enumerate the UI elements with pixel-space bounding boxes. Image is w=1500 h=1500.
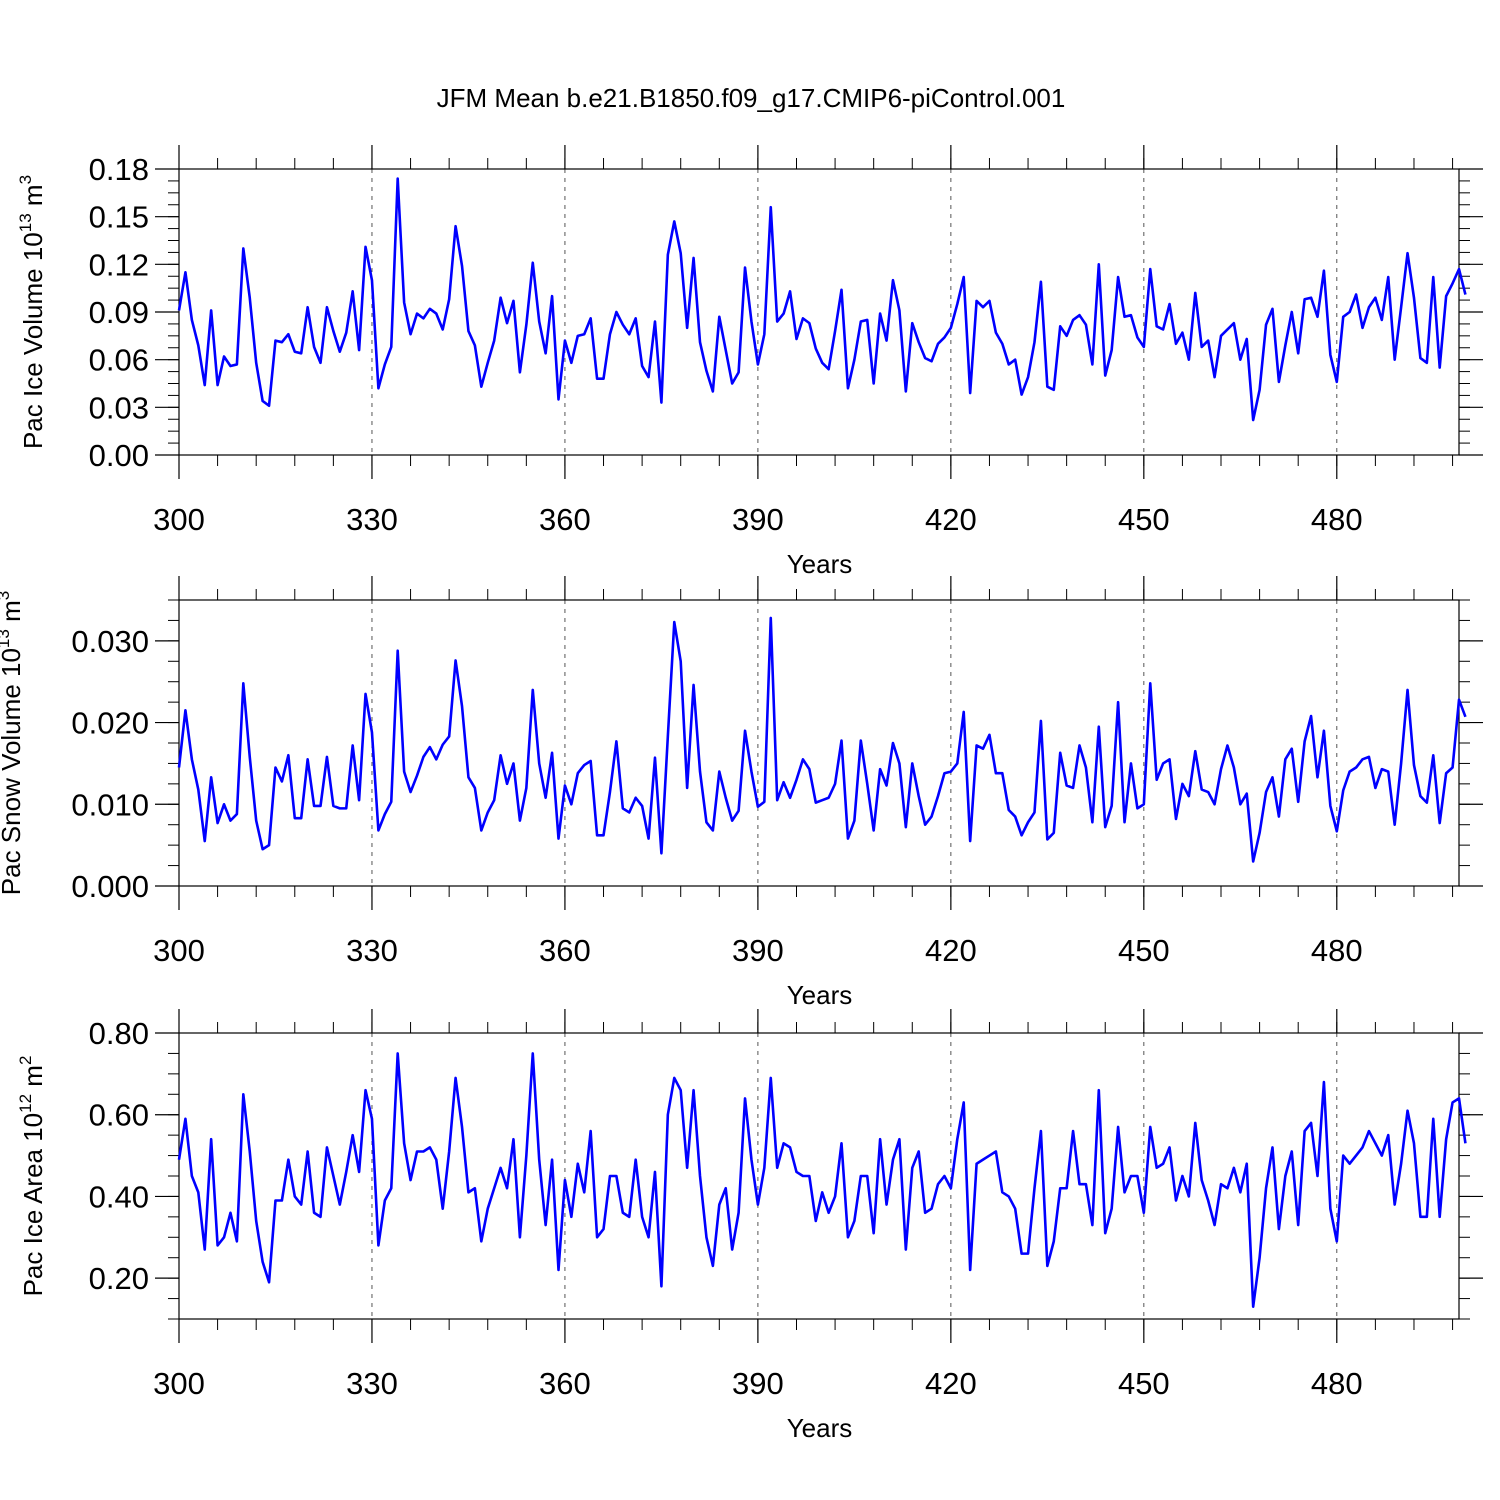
y-tick-label: 0.40	[89, 1179, 149, 1214]
x-tick-label: 360	[539, 502, 591, 537]
x-tick-label: 330	[346, 933, 398, 968]
x-tick-label: 360	[539, 1366, 591, 1401]
x-tick-label: 390	[732, 933, 784, 968]
y-tick-label: 0.000	[71, 869, 149, 904]
x-tick-label: 330	[346, 1366, 398, 1401]
y-axis-title: Pac Ice Volume 1013 m3	[16, 175, 48, 449]
x-tick-label: 450	[1118, 502, 1170, 537]
y-tick-label: 0.15	[89, 200, 149, 235]
y-tick-label: 0.09	[89, 295, 149, 330]
y-tick-label: 0.18	[89, 152, 149, 187]
x-tick-label: 480	[1311, 933, 1363, 968]
x-tick-label: 450	[1118, 1366, 1170, 1401]
chart-panel-ice-area: 0.20 0.40 0.60 0.80 300 330 360 390 420 450 480 Yea…	[16, 1009, 1483, 1443]
x-tick-label: 300	[153, 933, 205, 968]
x-tick-label: 480	[1311, 1366, 1363, 1401]
y-tick-label: 0.20	[89, 1261, 149, 1296]
panels: 0.00 0.03 0.06 0.09 0.12 0.15 0.18 300 330 360 390…	[0, 145, 1483, 1443]
x-axis-title: Years	[787, 549, 853, 579]
y-tick-label: 0.60	[89, 1098, 149, 1133]
x-tick-label: 420	[925, 1366, 977, 1401]
series-line-ice-area	[177, 1052, 1467, 1309]
y-axis-title: Pac Ice Area 1012 m2	[16, 1056, 48, 1297]
x-axis-title: Years	[787, 980, 853, 1010]
x-tick-label: 420	[925, 933, 977, 968]
x-tick-label: 480	[1311, 502, 1363, 537]
y-tick-label: 0.06	[89, 343, 149, 378]
y-tick-label: 0.03	[89, 390, 149, 425]
x-tick-label: 300	[153, 502, 205, 537]
x-tick-label: 330	[346, 502, 398, 537]
y-tick-label: 0.010	[71, 787, 149, 822]
chart-panel-snow-volume: 0.000 0.010 0.020 0.030 300 330 360 390 420 450 48…	[0, 576, 1483, 1010]
series-line-snow-volume	[177, 616, 1467, 863]
x-tick-label: 420	[925, 502, 977, 537]
y-axis-title: Pac Snow Volume 1013 m3	[0, 591, 26, 895]
x-tick-label: 390	[732, 502, 784, 537]
x-tick-label: 300	[153, 1366, 205, 1401]
y-tick-label: 0.030	[71, 624, 149, 659]
y-tick-label: 0.12	[89, 247, 149, 282]
series-line-ice-volume	[177, 177, 1467, 422]
y-tick-label: 0.020	[71, 706, 149, 741]
y-tick-label: 0.80	[89, 1016, 149, 1051]
figure-title: JFM Mean b.e21.B1850.f09_g17.CMIP6-piCon…	[437, 83, 1066, 113]
y-tick-label: 0.00	[89, 438, 149, 473]
x-tick-label: 390	[732, 1366, 784, 1401]
chart-panel-ice-volume: 0.00 0.03 0.06 0.09 0.12 0.15 0.18 300 330 360 390…	[16, 145, 1483, 579]
x-tick-label: 360	[539, 933, 591, 968]
x-axis-title: Years	[787, 1413, 853, 1443]
x-tick-label: 450	[1118, 933, 1170, 968]
